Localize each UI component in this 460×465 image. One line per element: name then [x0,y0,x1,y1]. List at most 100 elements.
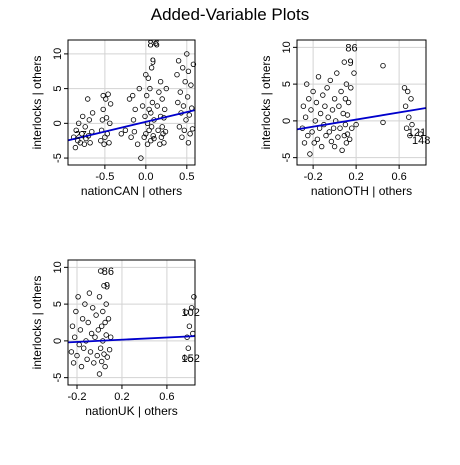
x-tick-label: -0.2 [68,391,87,403]
data-point [334,70,340,76]
data-point [310,88,316,95]
y-tick-label: 5 [281,81,293,87]
data-point [344,112,351,118]
x-tick-label: 0.6 [391,171,406,183]
data-point [186,323,193,329]
data-point [183,309,189,315]
y-tick-label: -5 [281,153,293,163]
x-tick-label: 0.2 [114,391,129,403]
data-point [142,113,148,120]
data-point [107,334,114,340]
data-point [188,305,195,311]
data-point [134,141,141,147]
data-point [105,316,112,322]
data-point [79,316,86,322]
data-point [161,140,167,146]
data-point [325,114,331,120]
data-point [339,147,345,153]
data-point [313,99,320,106]
data-point [89,305,96,311]
data-point [89,128,95,135]
point-label: 121 [408,127,426,139]
data-point [156,89,162,95]
data-point [79,131,85,137]
data-point [82,301,88,307]
data-point [131,128,138,135]
data-point [174,71,180,78]
y-tick-label: 5 [52,86,64,92]
data-point [304,81,310,87]
point-label: 27 [75,129,87,141]
fit-line [296,107,427,131]
data-point [348,85,354,91]
data-point [143,92,150,99]
data-point [86,117,92,123]
data-point [185,68,192,74]
data-point [155,127,161,133]
data-point [101,351,107,357]
data-point [100,106,106,113]
plot-frame [67,39,196,166]
data-point [408,96,414,102]
data-point [106,347,113,353]
data-point [157,78,164,85]
data-point [150,133,156,139]
data-point [417,131,424,137]
data-point [323,132,329,139]
data-point [181,127,187,133]
data-point [179,134,185,140]
data-point [190,330,196,337]
data-point [301,140,308,146]
y-tick-label: 0 [281,118,293,124]
x-tick-label: -0.2 [304,171,323,183]
data-point [343,81,350,87]
data-point [143,131,149,137]
data-point [82,124,88,130]
data-point [138,155,144,161]
data-point [353,121,359,128]
data-point [87,140,93,146]
data-point [341,132,347,139]
data-point [401,85,408,91]
point-label: 9 [348,57,354,69]
data-point [76,341,82,348]
data-point [129,92,136,99]
data-point [139,103,146,109]
data-point [183,117,189,123]
point-label: 152 [182,353,200,365]
data-point [128,134,134,140]
x-axis-label: nationUK | others [85,404,178,418]
data-point [163,85,169,92]
data-point [78,363,85,370]
data-point [102,96,109,102]
data-point [103,332,109,338]
data-point [132,106,138,113]
data-point [79,113,86,120]
data-point [97,268,104,274]
data-point [407,132,413,139]
data-point [187,131,193,137]
data-point [189,126,196,132]
data-point [154,103,160,109]
data-point [191,294,197,300]
data-point [175,58,182,64]
data-point [101,141,107,147]
data-point [105,91,111,97]
data-point [73,127,79,133]
data-point [180,103,187,109]
y-tick-label: 0 [52,120,64,126]
data-point [319,143,325,150]
data-point [148,124,155,130]
data-point [324,85,330,91]
point-label: 86 [147,38,159,50]
data-point [118,131,124,137]
data-point [87,349,94,355]
data-point [148,65,155,71]
data-point [176,124,183,130]
data-point [103,115,110,121]
data-point [149,99,156,106]
data-point [147,85,153,92]
